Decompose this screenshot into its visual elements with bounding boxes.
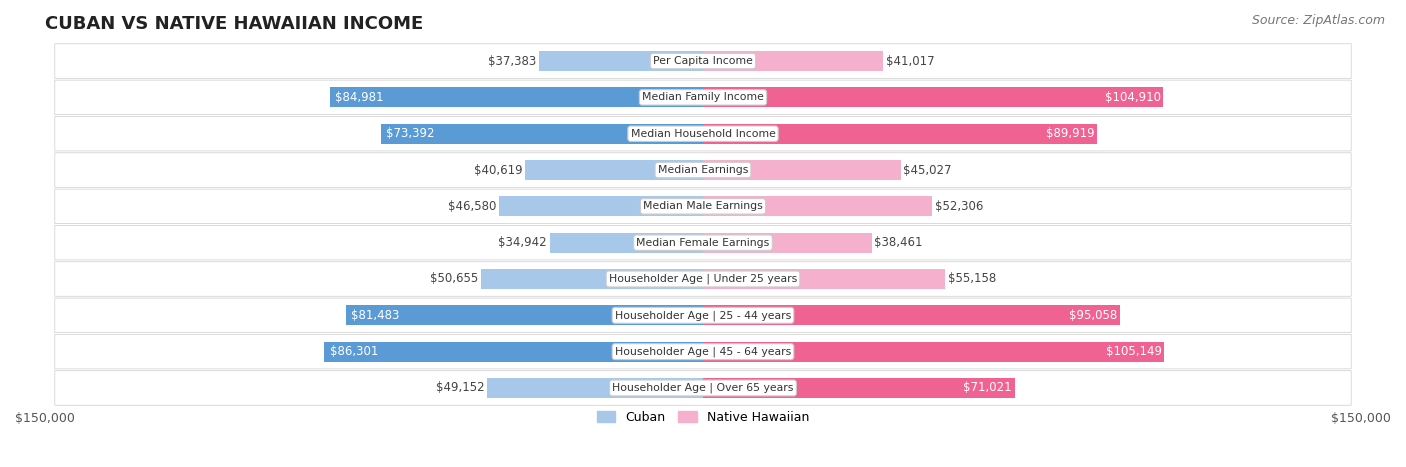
Bar	[703, 51, 883, 71]
FancyBboxPatch shape	[55, 334, 1351, 369]
FancyBboxPatch shape	[55, 189, 1351, 224]
Bar	[325, 342, 703, 361]
Bar	[703, 87, 1163, 107]
Text: Householder Age | Over 65 years: Householder Age | Over 65 years	[612, 383, 794, 393]
Text: $86,301: $86,301	[329, 345, 378, 358]
Text: CUBAN VS NATIVE HAWAIIAN INCOME: CUBAN VS NATIVE HAWAIIAN INCOME	[45, 15, 423, 33]
Bar	[381, 124, 703, 144]
Bar	[703, 378, 1015, 398]
Text: $89,919: $89,919	[1046, 127, 1095, 140]
Text: $105,149: $105,149	[1105, 345, 1161, 358]
Text: $34,942: $34,942	[499, 236, 547, 249]
Bar	[703, 342, 1164, 361]
Text: Per Capita Income: Per Capita Income	[652, 56, 754, 66]
Text: Source: ZipAtlas.com: Source: ZipAtlas.com	[1251, 14, 1385, 27]
Bar	[481, 269, 703, 289]
FancyBboxPatch shape	[55, 153, 1351, 187]
Text: Householder Age | 45 - 64 years: Householder Age | 45 - 64 years	[614, 347, 792, 357]
Text: $45,027: $45,027	[903, 163, 952, 177]
FancyBboxPatch shape	[55, 298, 1351, 333]
FancyBboxPatch shape	[55, 371, 1351, 405]
Text: $41,017: $41,017	[886, 55, 934, 68]
Text: Median Male Earnings: Median Male Earnings	[643, 201, 763, 212]
Bar	[703, 196, 932, 216]
Text: $104,910: $104,910	[1105, 91, 1160, 104]
Bar	[550, 233, 703, 253]
FancyBboxPatch shape	[55, 44, 1351, 78]
Bar	[703, 233, 872, 253]
Text: $84,981: $84,981	[336, 91, 384, 104]
Text: Median Household Income: Median Household Income	[630, 129, 776, 139]
Text: $95,058: $95,058	[1069, 309, 1118, 322]
Text: $38,461: $38,461	[875, 236, 922, 249]
Bar	[330, 87, 703, 107]
Text: $37,383: $37,383	[488, 55, 536, 68]
Bar	[499, 196, 703, 216]
Text: Householder Age | 25 - 44 years: Householder Age | 25 - 44 years	[614, 310, 792, 320]
Text: $71,021: $71,021	[963, 382, 1012, 395]
Text: $49,152: $49,152	[436, 382, 485, 395]
Bar	[703, 305, 1121, 325]
Text: Median Female Earnings: Median Female Earnings	[637, 238, 769, 248]
Bar	[346, 305, 703, 325]
FancyBboxPatch shape	[55, 262, 1351, 296]
Text: Median Earnings: Median Earnings	[658, 165, 748, 175]
Text: $40,619: $40,619	[474, 163, 522, 177]
Text: $81,483: $81,483	[350, 309, 399, 322]
Text: Householder Age | Under 25 years: Householder Age | Under 25 years	[609, 274, 797, 284]
Legend: Cuban, Native Hawaiian: Cuban, Native Hawaiian	[592, 406, 814, 429]
FancyBboxPatch shape	[55, 80, 1351, 114]
Bar	[488, 378, 703, 398]
Text: $73,392: $73,392	[387, 127, 434, 140]
Bar	[703, 124, 1098, 144]
Text: Median Family Income: Median Family Income	[643, 92, 763, 102]
FancyBboxPatch shape	[55, 116, 1351, 151]
Bar	[524, 160, 703, 180]
Text: $46,580: $46,580	[447, 200, 496, 213]
Text: $55,158: $55,158	[948, 273, 995, 285]
Bar	[703, 160, 900, 180]
Bar	[538, 51, 703, 71]
Text: $50,655: $50,655	[430, 273, 478, 285]
Bar	[703, 269, 945, 289]
Text: $52,306: $52,306	[935, 200, 983, 213]
FancyBboxPatch shape	[55, 226, 1351, 260]
